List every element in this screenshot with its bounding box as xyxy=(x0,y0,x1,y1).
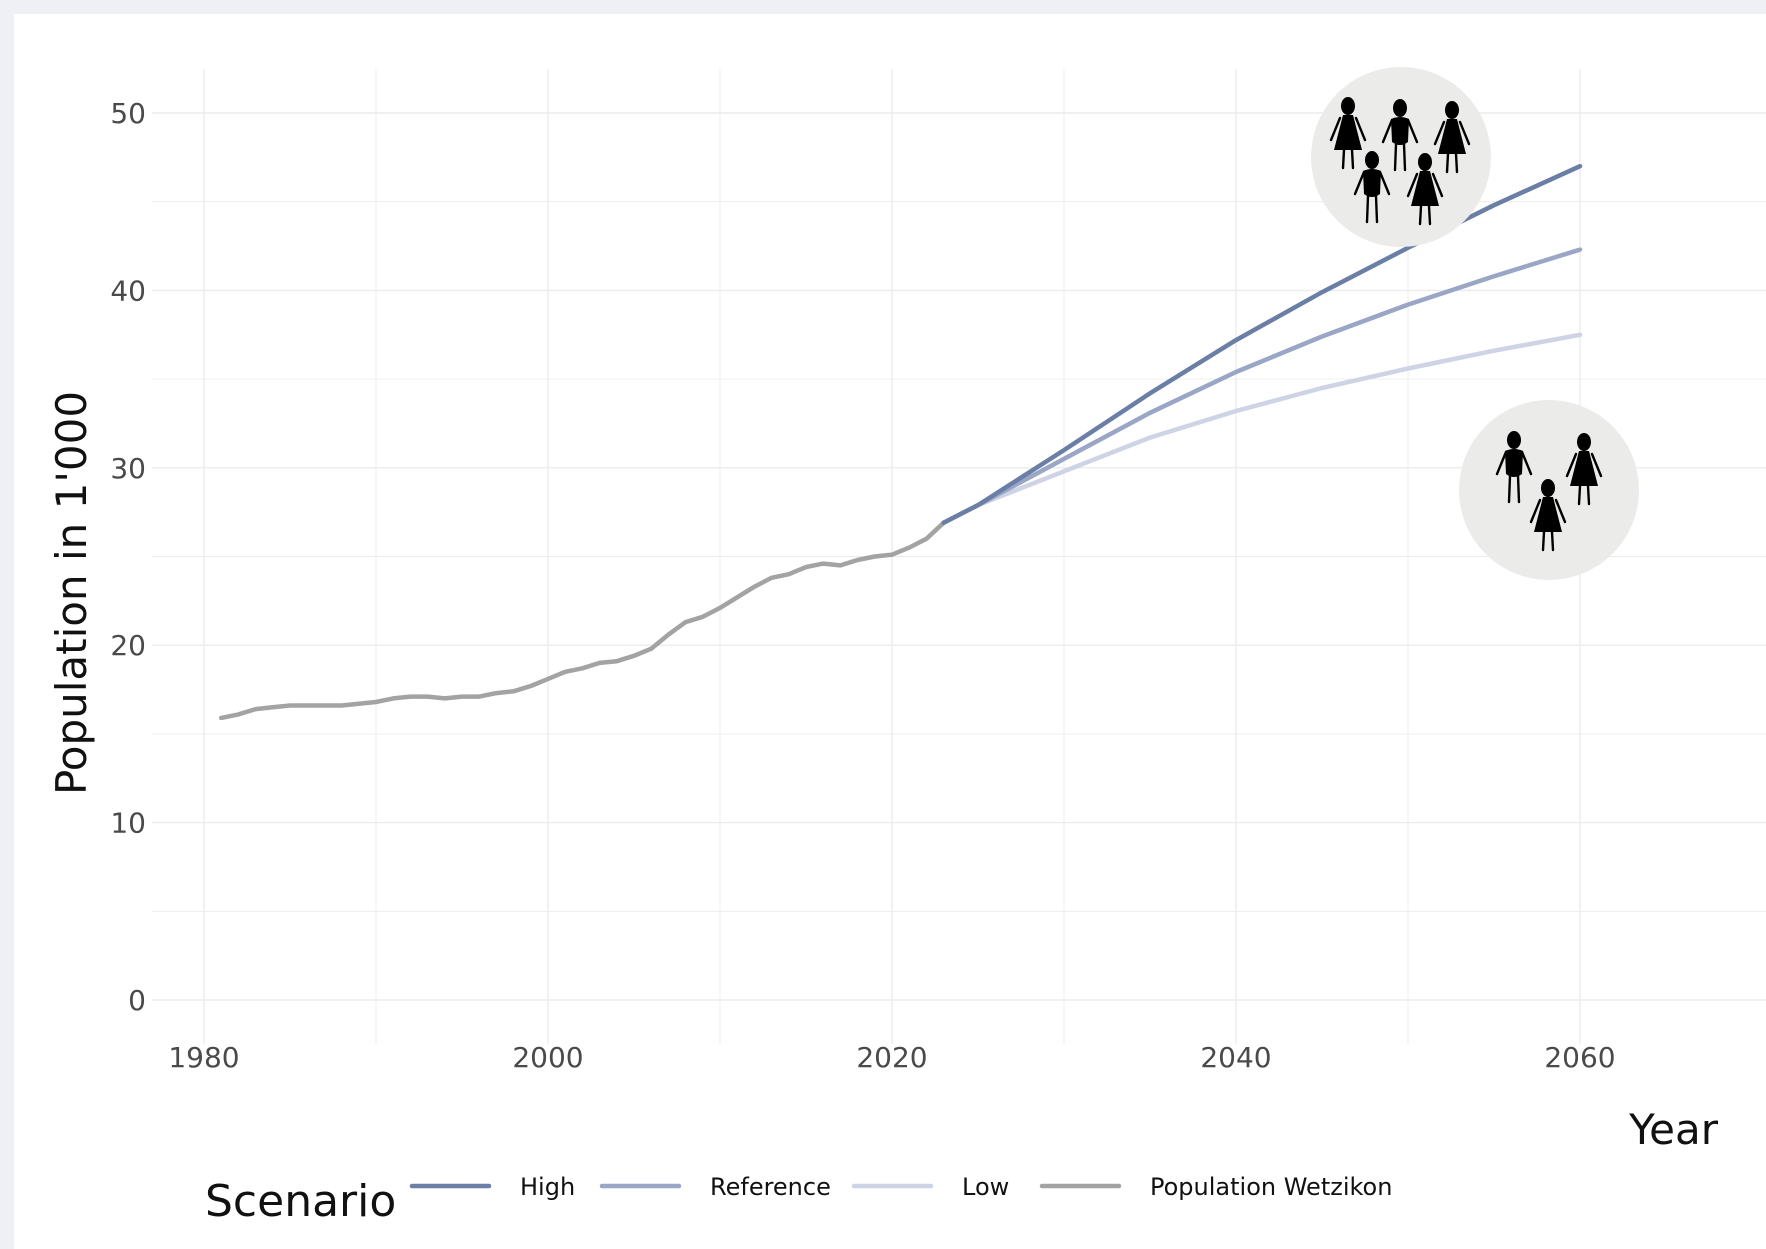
legend-title: Scenario xyxy=(205,1176,396,1227)
series-line-population-wetzikon xyxy=(218,520,946,721)
group-of-three-people-icon xyxy=(1459,400,1639,580)
legend-label: Reference xyxy=(710,1173,831,1201)
y-axis-title: Population in 1'000 xyxy=(47,391,96,795)
legend-label: High xyxy=(520,1173,575,1201)
series-lines xyxy=(218,163,1583,721)
x-tick-label: 2060 xyxy=(1544,1041,1615,1074)
y-tick-labels: 0 10 20 30 40 50 xyxy=(110,97,146,1017)
x-tick-label: 2020 xyxy=(856,1041,927,1074)
series-line-reference xyxy=(941,247,1583,526)
y-tick-label: 10 xyxy=(110,807,146,840)
x-tick-label: 2040 xyxy=(1200,1041,1271,1074)
x-tick-label: 1980 xyxy=(168,1041,239,1074)
population-line-chart: 0 10 20 30 40 50 1980 2000 2020 2040 2060 Populat… xyxy=(47,67,1766,1227)
series-line-low xyxy=(941,332,1583,526)
y-tick-label: 40 xyxy=(110,274,146,307)
legend: Scenario High Reference Low Population Wetz… xyxy=(205,1173,1392,1227)
legend-label: Low xyxy=(962,1173,1009,1201)
y-tick-label: 20 xyxy=(110,629,146,662)
legend-label: Population Wetzikon xyxy=(1150,1173,1392,1201)
grid-lines xyxy=(152,69,1766,1044)
y-tick-label: 30 xyxy=(110,452,146,485)
y-tick-label: 0 xyxy=(128,984,146,1017)
y-tick-label: 50 xyxy=(110,97,146,130)
x-tick-labels: 1980 2000 2020 2040 2060 xyxy=(168,1041,1615,1074)
chart-panel: 0 10 20 30 40 50 1980 2000 2020 2040 2060 Populat… xyxy=(14,14,1766,1249)
x-tick-label: 2000 xyxy=(512,1041,583,1074)
crowd-of-five-people-icon xyxy=(1311,67,1491,247)
x-axis-title: Year xyxy=(1628,1105,1719,1154)
